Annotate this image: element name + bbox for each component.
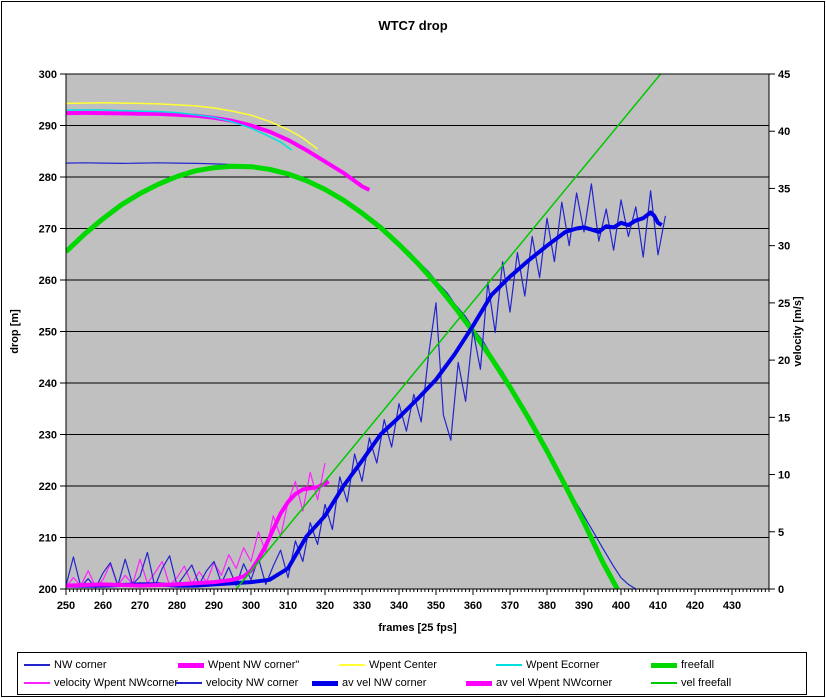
legend-key-line [339, 664, 365, 666]
series-wpent-ecorner [66, 109, 293, 151]
x-tick-label: 350 [427, 600, 445, 612]
legend-label: velocity Wpent NWcorner [54, 677, 179, 689]
legend-label: Wpent Center [369, 659, 437, 671]
y-left-tick-label: 290 [39, 121, 57, 133]
y-right-tick-label: 40 [778, 126, 790, 138]
x-axis-title: frames [25 fps] [378, 622, 457, 634]
y-right-tick-label: 35 [778, 183, 790, 195]
legend-label: vel freefall [681, 677, 732, 689]
plot-svg: 250 260 270 280 290 300 310 320 330 340 350 360 370 3… [9, 69, 804, 634]
y-left-tick-label: 300 [39, 69, 57, 81]
y-left-tick-label: 240 [39, 378, 57, 390]
series-vel-freefall [235, 74, 662, 589]
y-left-tick-label: 270 [39, 224, 57, 236]
legend-label: velocity NW corner [206, 677, 299, 689]
x-tick-label: 370 [501, 600, 519, 612]
legend-key-line [24, 682, 50, 684]
x-tick-label: 320 [316, 600, 334, 612]
y-right-tick-label: 0 [778, 584, 784, 596]
x-tick-label: 250 [57, 600, 75, 612]
y-left-tick-label: 250 [39, 327, 57, 339]
x-tick-label: 280 [168, 600, 186, 612]
y-right-tick-label: 30 [778, 241, 790, 253]
y-right-tick-label: 15 [778, 412, 790, 424]
series-group [66, 74, 666, 589]
legend-key-line [651, 663, 677, 668]
legend-key-line [312, 681, 338, 686]
legend-key-line [496, 664, 522, 666]
x-tick-label: 260 [94, 600, 112, 612]
series-velocity-nw-corner [66, 183, 666, 589]
x-tick-label: 290 [205, 600, 223, 612]
legend-label: freefall [681, 659, 715, 671]
y-right-tick-label: 5 [778, 527, 784, 539]
legend-key-line [24, 664, 50, 666]
legend-key-line [178, 663, 204, 668]
x-tick-label: 410 [649, 600, 667, 612]
series-av-vel-nw-corner [66, 210, 663, 588]
x-tick-label: 380 [538, 600, 556, 612]
series-wpent-center [66, 102, 319, 150]
y-left-tick-label: 280 [39, 172, 57, 184]
x-tick-label: 270 [131, 600, 149, 612]
x-tick-label: 340 [390, 600, 408, 612]
chart-title: WTC7 drop [378, 18, 448, 33]
x-tick-label: 310 [279, 600, 297, 612]
y-left-tick-label: 210 [39, 533, 57, 545]
y-right-axis-title: velocity [m/s] [792, 296, 804, 367]
legend-label: av vel NW corner [342, 677, 427, 689]
y-right-tick-label: 25 [778, 298, 790, 310]
y-left-tick-label: 200 [39, 584, 57, 596]
x-tick-label: 390 [575, 600, 593, 612]
y-left-tick-label: 260 [39, 275, 57, 287]
series-av-vel-wpent-nwcorner [66, 479, 330, 588]
legend-label: Wpent NW corner" [208, 659, 300, 671]
y-right-tick-label: 20 [778, 355, 790, 367]
legend-label: Wpent Ecorner [526, 659, 600, 671]
x-tick-label: 360 [464, 600, 482, 612]
y-left-tick-label: 230 [39, 430, 57, 442]
y-left-tick-label: 220 [39, 481, 57, 493]
legend-box: NW corner Wpent NW corner" Wpent Center Wpe… [17, 652, 807, 695]
x-tick-label: 330 [353, 600, 371, 612]
legend-key-line [466, 681, 492, 686]
x-tick-label: 400 [612, 600, 630, 612]
y-right-tick-label: 45 [778, 69, 790, 81]
x-tick-label: 420 [686, 600, 704, 612]
legend-label: NW corner [54, 659, 107, 671]
series-freefall [66, 163, 620, 589]
y-left-axis-title: drop [m] [9, 309, 21, 354]
legend-key-line [651, 682, 677, 684]
x-tick-label: 430 [723, 600, 741, 612]
series-velocity-wpent-nwcorner [66, 462, 326, 588]
legend-key-line [176, 682, 202, 684]
x-tick-label: 300 [242, 600, 260, 612]
legend-label: av vel Wpent NWcorner [496, 677, 613, 689]
y-right-tick-label: 10 [778, 470, 790, 482]
